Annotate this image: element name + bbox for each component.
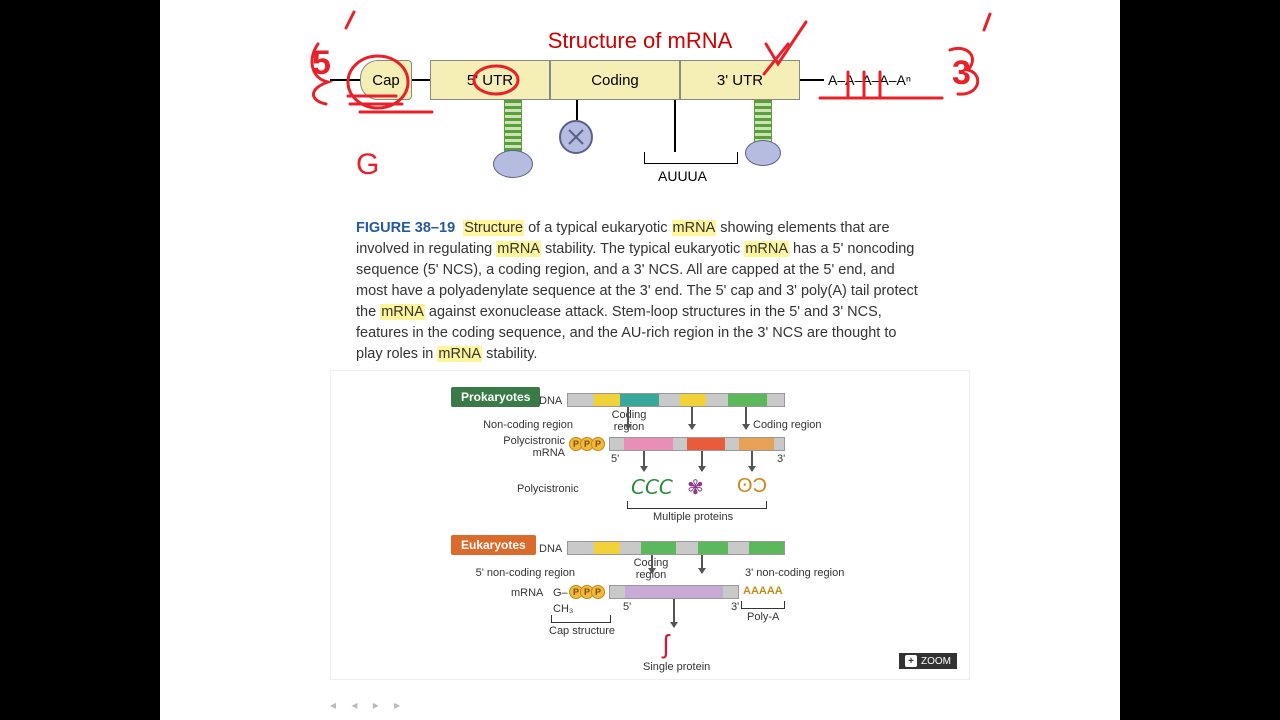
- dna-label-euk: DNA: [539, 543, 562, 555]
- dna-bar-prok: [567, 393, 785, 407]
- mrna-bar-euk: [609, 585, 739, 599]
- protein-swirl-3: ʘƆ: [737, 475, 767, 498]
- five-prime-euk: 5': [623, 601, 631, 613]
- three-prime-prok: 3': [777, 453, 785, 465]
- single-protein-swirl: ʃ: [663, 629, 669, 660]
- polycistronic-mrna-label: Polycistronic mRNA: [471, 435, 565, 459]
- polya-bracket: [741, 601, 785, 609]
- page-title: Structure of mRNA: [160, 28, 1120, 54]
- stemloop-3utr: [754, 100, 772, 166]
- stemloop-5utr: [504, 100, 522, 178]
- comparison-figure: Prokaryotes DNA Non-coding region Coding…: [330, 370, 970, 680]
- polya-label: Poly-A: [747, 611, 779, 623]
- hl-mrna-2: mRNA: [496, 241, 541, 257]
- prokaryotes-badge: Prokaryotes: [451, 387, 540, 407]
- arrow-protein-3: [751, 451, 753, 471]
- dna-label-prok: DNA: [539, 395, 562, 407]
- mrna-label-euk: mRNA: [511, 587, 543, 599]
- ch3-label: CH₃: [553, 603, 573, 615]
- single-protein-label: Single protein: [643, 661, 710, 673]
- figure-number: FIGURE 38–19: [356, 220, 455, 236]
- loop-3utr: [745, 140, 781, 166]
- zoom-button[interactable]: ZOOM: [899, 653, 957, 669]
- eukaryotes-badge: Eukaryotes: [451, 535, 536, 555]
- anno-g: G: [356, 148, 379, 181]
- slide-nav-icons[interactable]: ◂ ◂ ▸ ▸: [330, 698, 406, 712]
- auuua-label: AUUUA: [658, 168, 707, 184]
- polya-seq: AAAAA: [743, 585, 783, 597]
- arrow-protein-1: [643, 451, 645, 471]
- noncoding-label: Non-coding region: [483, 419, 573, 431]
- multiple-proteins-bracket: [627, 501, 767, 509]
- segment-3utr: 3' UTR: [680, 60, 800, 100]
- hl-structure: Structure: [463, 220, 524, 236]
- hl-mrna-1: mRNA: [672, 220, 717, 236]
- multiple-proteins-label: Multiple proteins: [653, 511, 733, 523]
- auuua-stem: [674, 100, 676, 152]
- coding-region-label-2: Coding region: [753, 419, 822, 431]
- stem-5utr: [504, 100, 522, 154]
- arrow-euk-2: [701, 555, 703, 573]
- five-nc-label: 5' non-coding region: [475, 567, 575, 579]
- protein-swirl-1: 𝘊𝘊𝘊: [631, 475, 673, 500]
- arrow-prok-1: [627, 407, 629, 429]
- cap-structure-label: Cap structure: [549, 625, 615, 637]
- mrna-bar-prok: [609, 437, 785, 451]
- arrow-euk-1: [651, 555, 653, 573]
- x-circle-icon: [559, 120, 593, 154]
- arrow-single-protein: [673, 599, 675, 627]
- hl-mrna-4: mRNA: [380, 304, 425, 320]
- three-nc-label: 3' non-coding region: [745, 567, 844, 579]
- anno-3prime: 3: [952, 54, 971, 92]
- protein-swirl-2: ✾: [687, 475, 704, 500]
- segment-5utr: 5' UTR: [430, 60, 550, 100]
- hl-mrna-3: mRNA: [744, 241, 789, 257]
- dna-bar-euk: [567, 541, 785, 555]
- g-label: G–: [553, 587, 568, 599]
- polya-text: A–A–A–A–Aⁿ: [824, 72, 911, 88]
- phosphate-group-euk: P P P: [569, 585, 602, 599]
- arrow-prok-3: [745, 407, 747, 429]
- x-stem: [576, 100, 578, 120]
- auuua-bracket: [644, 152, 738, 164]
- loop-5utr: [493, 150, 533, 178]
- arrow-protein-2: [701, 451, 703, 471]
- content-page: Structure of mRNA Cap 5' UTR Coding 3' U…: [160, 0, 1120, 720]
- cap-box: Cap: [360, 60, 412, 100]
- polya-leader-line: [800, 79, 824, 81]
- segment-coding: Coding: [550, 60, 680, 100]
- five-prime-prok: 5': [611, 453, 619, 465]
- cap-leader-line: [330, 79, 360, 81]
- gap-line: [412, 79, 430, 81]
- phosphate-group-prok: P P P: [569, 437, 602, 451]
- cap-bracket: [551, 615, 611, 623]
- three-prime-euk: 3': [731, 601, 739, 613]
- mrna-structure-bar: Cap 5' UTR Coding 3' UTR A–A–A–A–Aⁿ: [330, 60, 911, 100]
- stem-3utr: [754, 100, 772, 144]
- arrow-prok-2: [691, 407, 693, 429]
- polycistronic-label: Polycistronic: [517, 483, 579, 495]
- figure-caption: FIGURE 38–19 Structure of a typical euka…: [356, 218, 924, 365]
- hl-mrna-5: mRNA: [437, 346, 482, 362]
